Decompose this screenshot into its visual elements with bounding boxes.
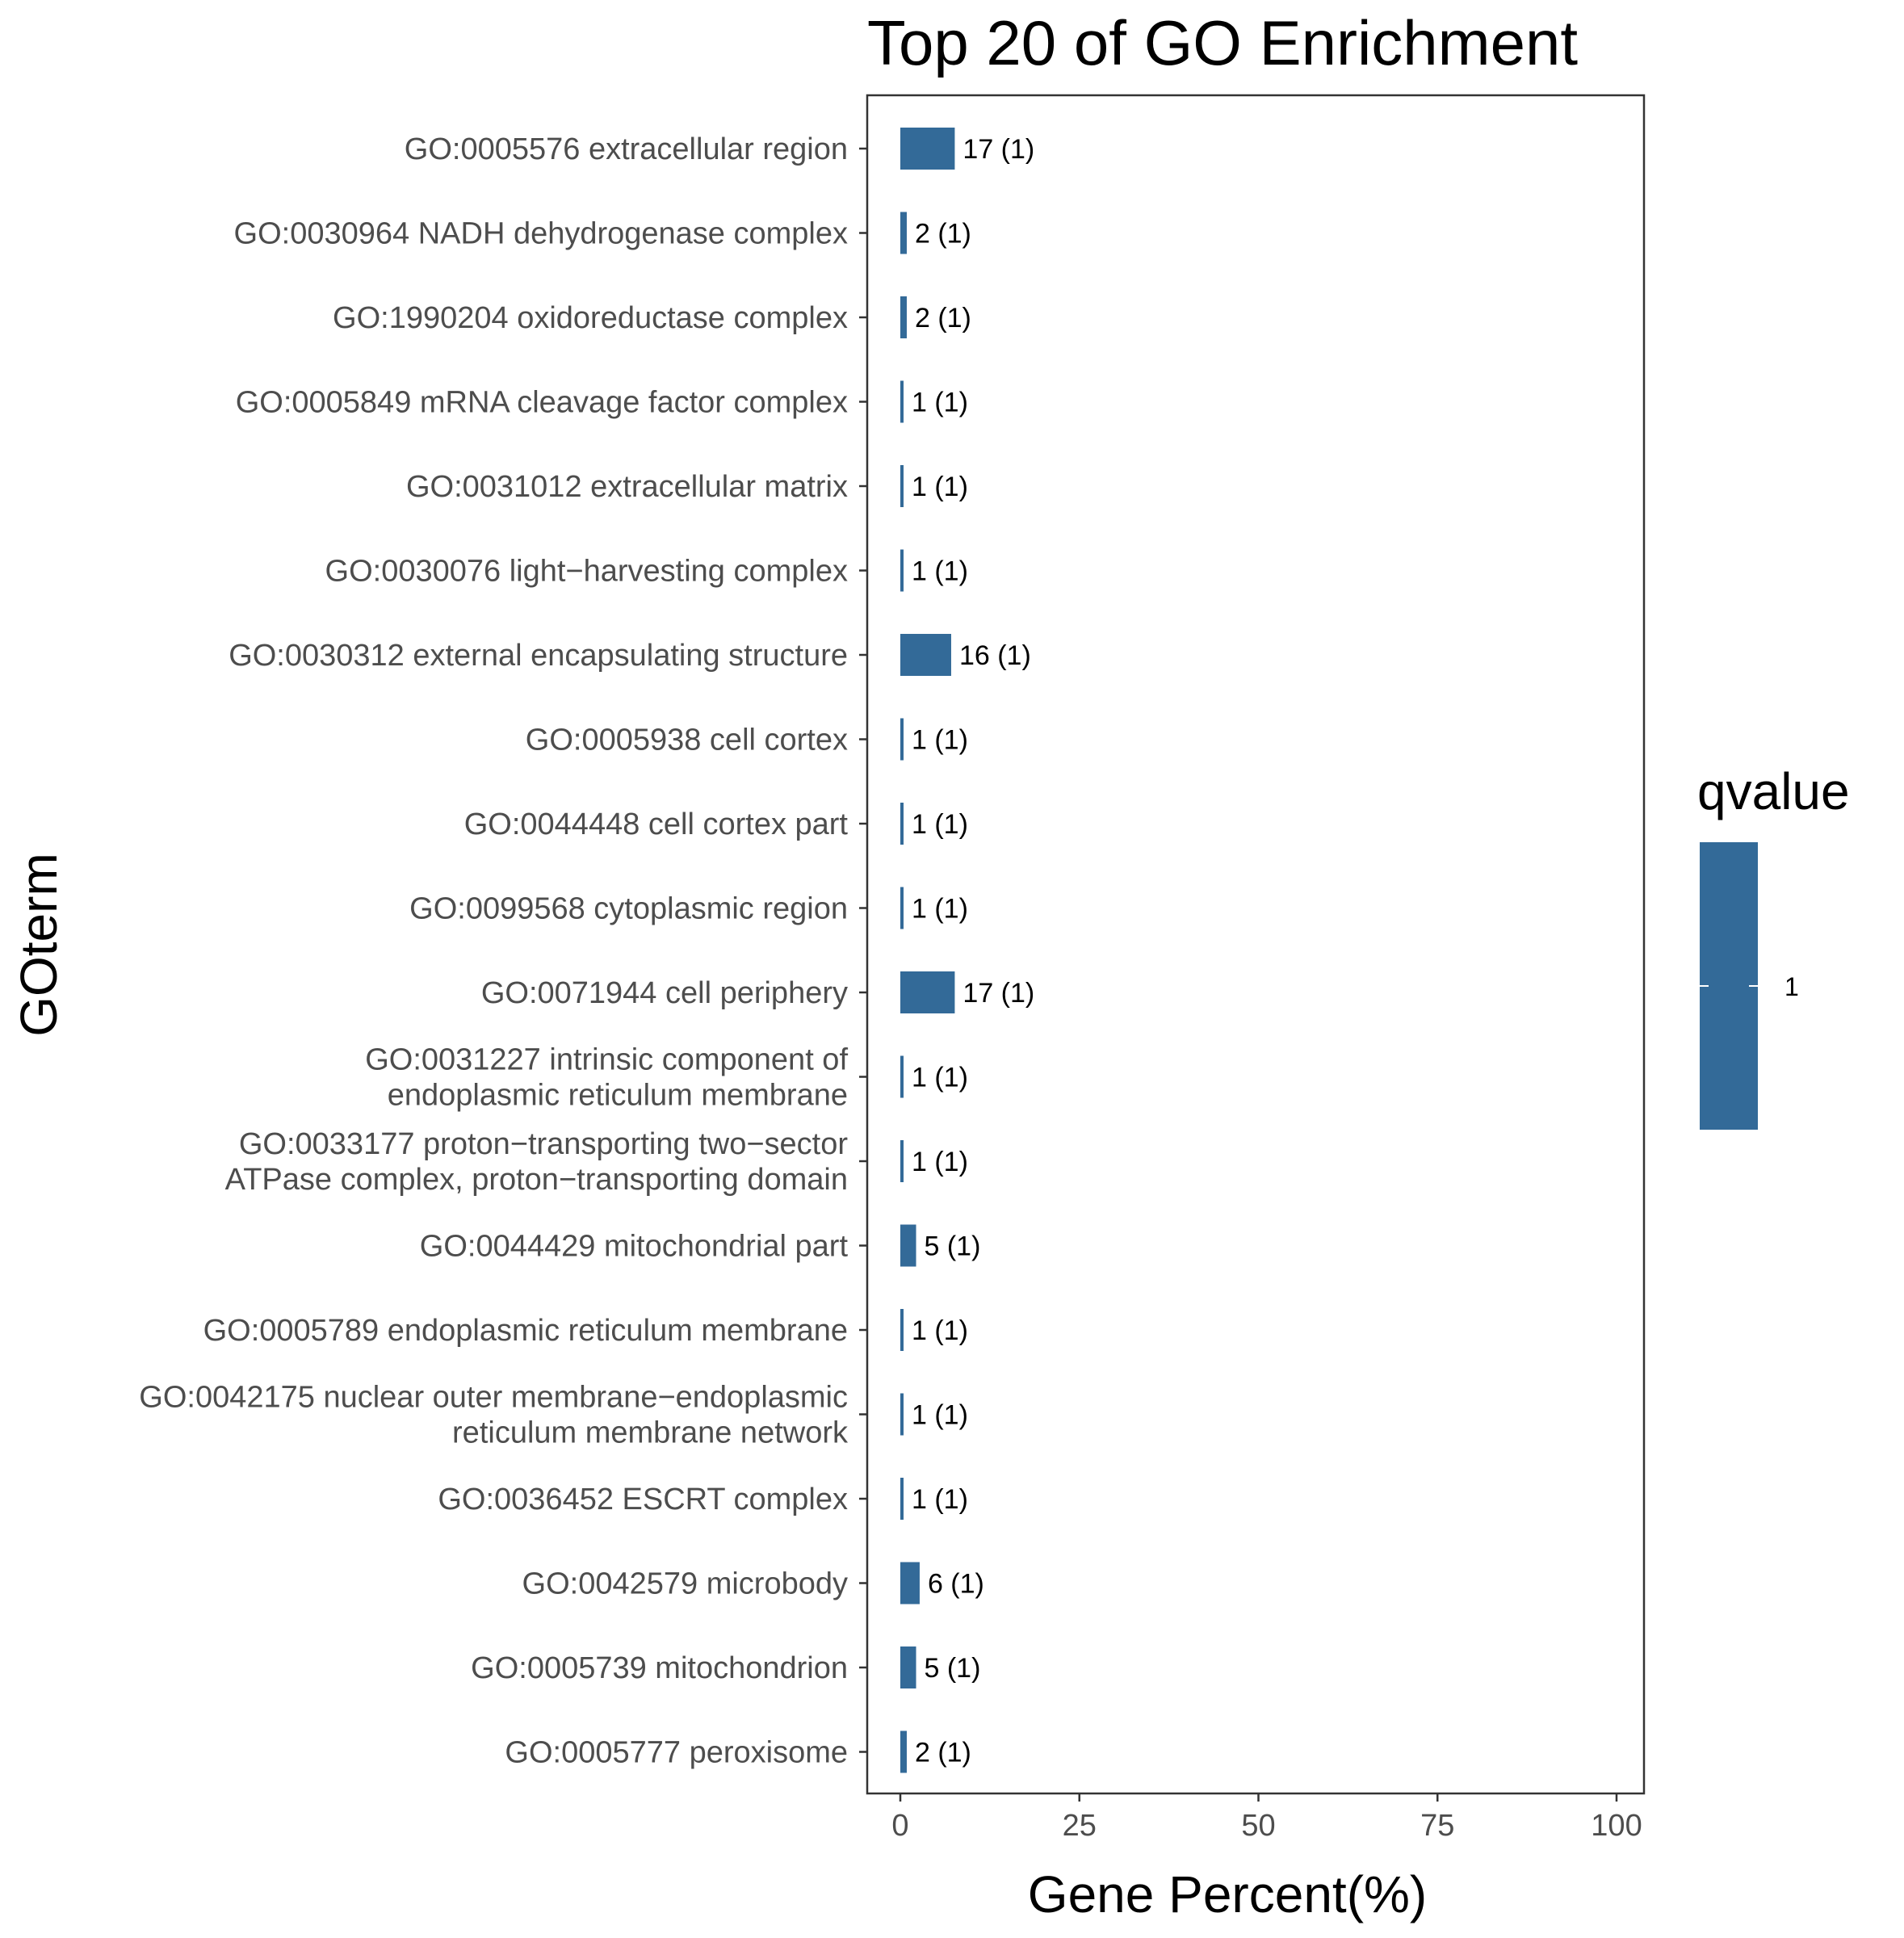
- category-label-line: GO:0044429 mitochondrial part: [420, 1230, 849, 1264]
- category-label: GO:0044429 mitochondrial part: [420, 1230, 849, 1264]
- category-label: GO:0030076 light−harvesting complex: [325, 555, 848, 589]
- bar-value-label: 2 (1): [915, 1738, 971, 1768]
- category-label: GO:0030312 external encapsulating struct…: [229, 639, 848, 673]
- category-label-line: GO:0005739 mitochondrion: [471, 1651, 848, 1685]
- category-label-line: reticulum membrane network: [452, 1416, 849, 1450]
- bar: [900, 1055, 904, 1098]
- bar-value-label: 16 (1): [959, 640, 1031, 671]
- bar-value-label: 1 (1): [912, 1063, 968, 1093]
- plot-area: GO:0005576 extracellular region 17 (1) GO:…: [139, 94, 1646, 1843]
- category-label-line: GO:0036452 ESCRT complex: [438, 1483, 848, 1516]
- bar: [900, 465, 904, 507]
- category-label: GO:0044448 cell cortex part: [464, 808, 849, 841]
- bar: [900, 1309, 904, 1351]
- category-label: GO:0031012 extracellular matrix: [406, 470, 848, 504]
- bar: [900, 1730, 907, 1773]
- bar: [900, 128, 955, 170]
- category-label-line: GO:0005849 mRNA cleavage factor complex: [236, 386, 848, 420]
- category-label-line: GO:0030076 light−harvesting complex: [325, 555, 848, 589]
- category-label-line: GO:0044448 cell cortex part: [464, 808, 849, 841]
- bar: [900, 803, 904, 845]
- category-label-line: GO:0042175 nuclear outer membrane−endopl…: [139, 1381, 848, 1415]
- bar-value-label: 1 (1): [912, 1484, 968, 1515]
- x-axis-title: Gene Percent(%): [1028, 1865, 1427, 1923]
- bar-value-label: 1 (1): [912, 725, 968, 756]
- category-label-line: GO:0005576 extracellular region: [405, 132, 848, 166]
- category-label-line: GO:0031227 intrinsic component of: [365, 1043, 848, 1077]
- bar-value-label: 1 (1): [912, 894, 968, 925]
- bar-value-label: 1 (1): [912, 809, 968, 840]
- bar-value-label: 1 (1): [912, 1147, 968, 1177]
- category-label-line: GO:0099568 cytoplasmic region: [409, 892, 848, 926]
- x-tick-label: 0: [891, 1809, 908, 1843]
- bar-value-label: 1 (1): [912, 388, 968, 418]
- plot-panel-border: [866, 94, 1646, 1795]
- y-axis-title: GOterm: [10, 853, 68, 1037]
- category-label-line: GO:0033177 proton−transporting two−secto…: [239, 1127, 848, 1161]
- bar-value-label: 6 (1): [928, 1569, 984, 1600]
- bar: [900, 1224, 916, 1267]
- category-label: GO:0036452 ESCRT complex: [438, 1483, 848, 1516]
- bar-value-label: 2 (1): [915, 303, 971, 333]
- category-label: GO:0042175 nuclear outer membrane−endopl…: [139, 1381, 849, 1450]
- bar: [900, 1393, 904, 1436]
- bar: [900, 1562, 920, 1605]
- bar: [900, 1646, 916, 1688]
- category-label: GO:0005849 mRNA cleavage factor complex: [236, 386, 848, 420]
- x-tick-label: 75: [1420, 1809, 1454, 1843]
- category-label: GO:0071944 cell periphery: [481, 976, 848, 1010]
- bar-value-label: 2 (1): [915, 219, 971, 250]
- legend-label: 1: [1784, 972, 1799, 1001]
- category-label-line: GO:1990204 oxidoreductase complex: [333, 301, 848, 335]
- bar-value-label: 17 (1): [962, 134, 1034, 165]
- category-label: GO:0005576 extracellular region: [405, 132, 848, 166]
- category-label: GO:0005938 cell cortex: [526, 724, 848, 757]
- category-label-line: endoplasmic reticulum membrane: [388, 1079, 848, 1113]
- category-label-line: GO:0005938 cell cortex: [526, 724, 848, 757]
- bar: [900, 380, 904, 423]
- bar: [900, 971, 955, 1013]
- category-label-line: GO:0005789 endoplasmic reticulum membran…: [203, 1314, 848, 1348]
- bar: [900, 634, 951, 676]
- bar-value-label: 1 (1): [912, 472, 968, 502]
- bar: [900, 212, 907, 254]
- bar-value-label: 1 (1): [912, 1400, 968, 1431]
- category-label: GO:0030964 NADH dehydrogenase complex: [234, 217, 848, 251]
- legend: qvalue 1: [1697, 762, 1850, 1130]
- category-label-line: GO:0005777 peroxisome: [505, 1736, 848, 1770]
- category-label: GO:0005789 endoplasmic reticulum membran…: [203, 1314, 848, 1348]
- x-tick-label: 25: [1063, 1809, 1097, 1843]
- category-label-line: GO:0030964 NADH dehydrogenase complex: [234, 217, 848, 251]
- category-label-line: ATPase complex, proton−transporting doma…: [225, 1163, 848, 1197]
- x-tick-label: 50: [1241, 1809, 1275, 1843]
- category-label: GO:0005739 mitochondrion: [471, 1651, 848, 1685]
- category-label: GO:0031227 intrinsic component of endopla…: [365, 1043, 848, 1113]
- bar-value-label: 1 (1): [912, 1315, 968, 1346]
- bar-value-label: 17 (1): [962, 978, 1034, 1009]
- category-label: GO:0033177 proton−transporting two−secto…: [225, 1127, 849, 1197]
- category-label: GO:0099568 cytoplasmic region: [409, 892, 848, 926]
- category-label-line: GO:0042579 microbody: [522, 1567, 848, 1601]
- bar-value-label: 5 (1): [925, 1231, 981, 1262]
- x-tick-label: 100: [1591, 1809, 1642, 1843]
- bar: [900, 1140, 904, 1182]
- bar: [900, 1478, 904, 1520]
- bar-value-label: 1 (1): [912, 556, 968, 587]
- category-label-line: GO:0071944 cell periphery: [481, 976, 848, 1010]
- bar: [900, 296, 907, 338]
- category-label: GO:0005777 peroxisome: [505, 1736, 848, 1770]
- category-label-line: GO:0030312 external encapsulating struct…: [229, 639, 848, 673]
- bar: [900, 887, 904, 929]
- bar: [900, 718, 904, 761]
- legend-color-bar: [1700, 842, 1758, 1130]
- legend-title: qvalue: [1697, 762, 1850, 820]
- category-label: GO:1990204 oxidoreductase complex: [333, 301, 848, 335]
- bar-value-label: 5 (1): [925, 1653, 981, 1684]
- category-label: GO:0042579 microbody: [522, 1567, 848, 1601]
- bar: [900, 549, 904, 592]
- chart-title: Top 20 of GO Enrichment: [867, 7, 1578, 78]
- category-label-line: GO:0031012 extracellular matrix: [406, 470, 848, 504]
